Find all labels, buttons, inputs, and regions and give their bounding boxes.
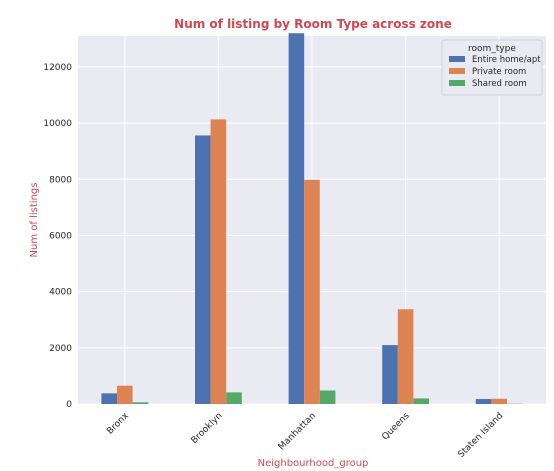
bar xyxy=(210,119,227,404)
legend-label: Private room xyxy=(472,67,526,77)
bar xyxy=(319,390,336,404)
x-tick-labels: Bronx Brooklyn Manhattan Queens Staten Islan… xyxy=(105,411,505,460)
x-tick-label: Brooklyn xyxy=(190,411,225,446)
bar xyxy=(475,399,492,404)
legend-swatch xyxy=(449,56,465,62)
x-tick-label: Bronx xyxy=(105,411,131,437)
legend-label: Shared room xyxy=(472,79,527,89)
legend-title: room_type xyxy=(468,44,516,54)
x-tick-label: Staten Island xyxy=(456,411,505,460)
bar xyxy=(288,33,305,404)
chart-title: Num of listing by Room Type across zone xyxy=(174,17,452,31)
x-tick-label: Queens xyxy=(380,411,412,443)
bar xyxy=(491,398,507,404)
y-tick-label: 2000 xyxy=(49,344,72,354)
x-tick-label: Manhattan xyxy=(277,411,318,452)
bar xyxy=(397,309,414,404)
bars xyxy=(101,33,523,405)
legend-swatch xyxy=(449,68,465,74)
y-tick-labels: 0 2000 4000 6000 8000 10000 12000 xyxy=(43,63,72,410)
y-tick-label: 6000 xyxy=(49,231,72,241)
bar xyxy=(195,135,211,405)
bar xyxy=(132,402,149,404)
bar xyxy=(226,392,242,404)
bar xyxy=(117,385,133,404)
x-axis-title: Neighbourhood_group xyxy=(258,458,369,469)
bar xyxy=(382,345,398,404)
legend-label: Entire home/apt xyxy=(472,55,541,65)
y-tick-label: 0 xyxy=(66,400,72,410)
bar xyxy=(101,393,117,404)
legend: room_type Entire home/apt Private room Sha… xyxy=(441,39,543,96)
y-tick-label: 8000 xyxy=(49,175,72,185)
y-tick-label: 10000 xyxy=(43,119,72,129)
legend-box xyxy=(441,39,543,96)
y-axis-title: Num of listings xyxy=(29,183,40,258)
y-tick-label: 12000 xyxy=(43,63,72,73)
bar xyxy=(304,179,320,404)
legend-swatch xyxy=(449,80,465,86)
y-tick-label: 4000 xyxy=(49,288,72,298)
bar xyxy=(413,398,429,404)
